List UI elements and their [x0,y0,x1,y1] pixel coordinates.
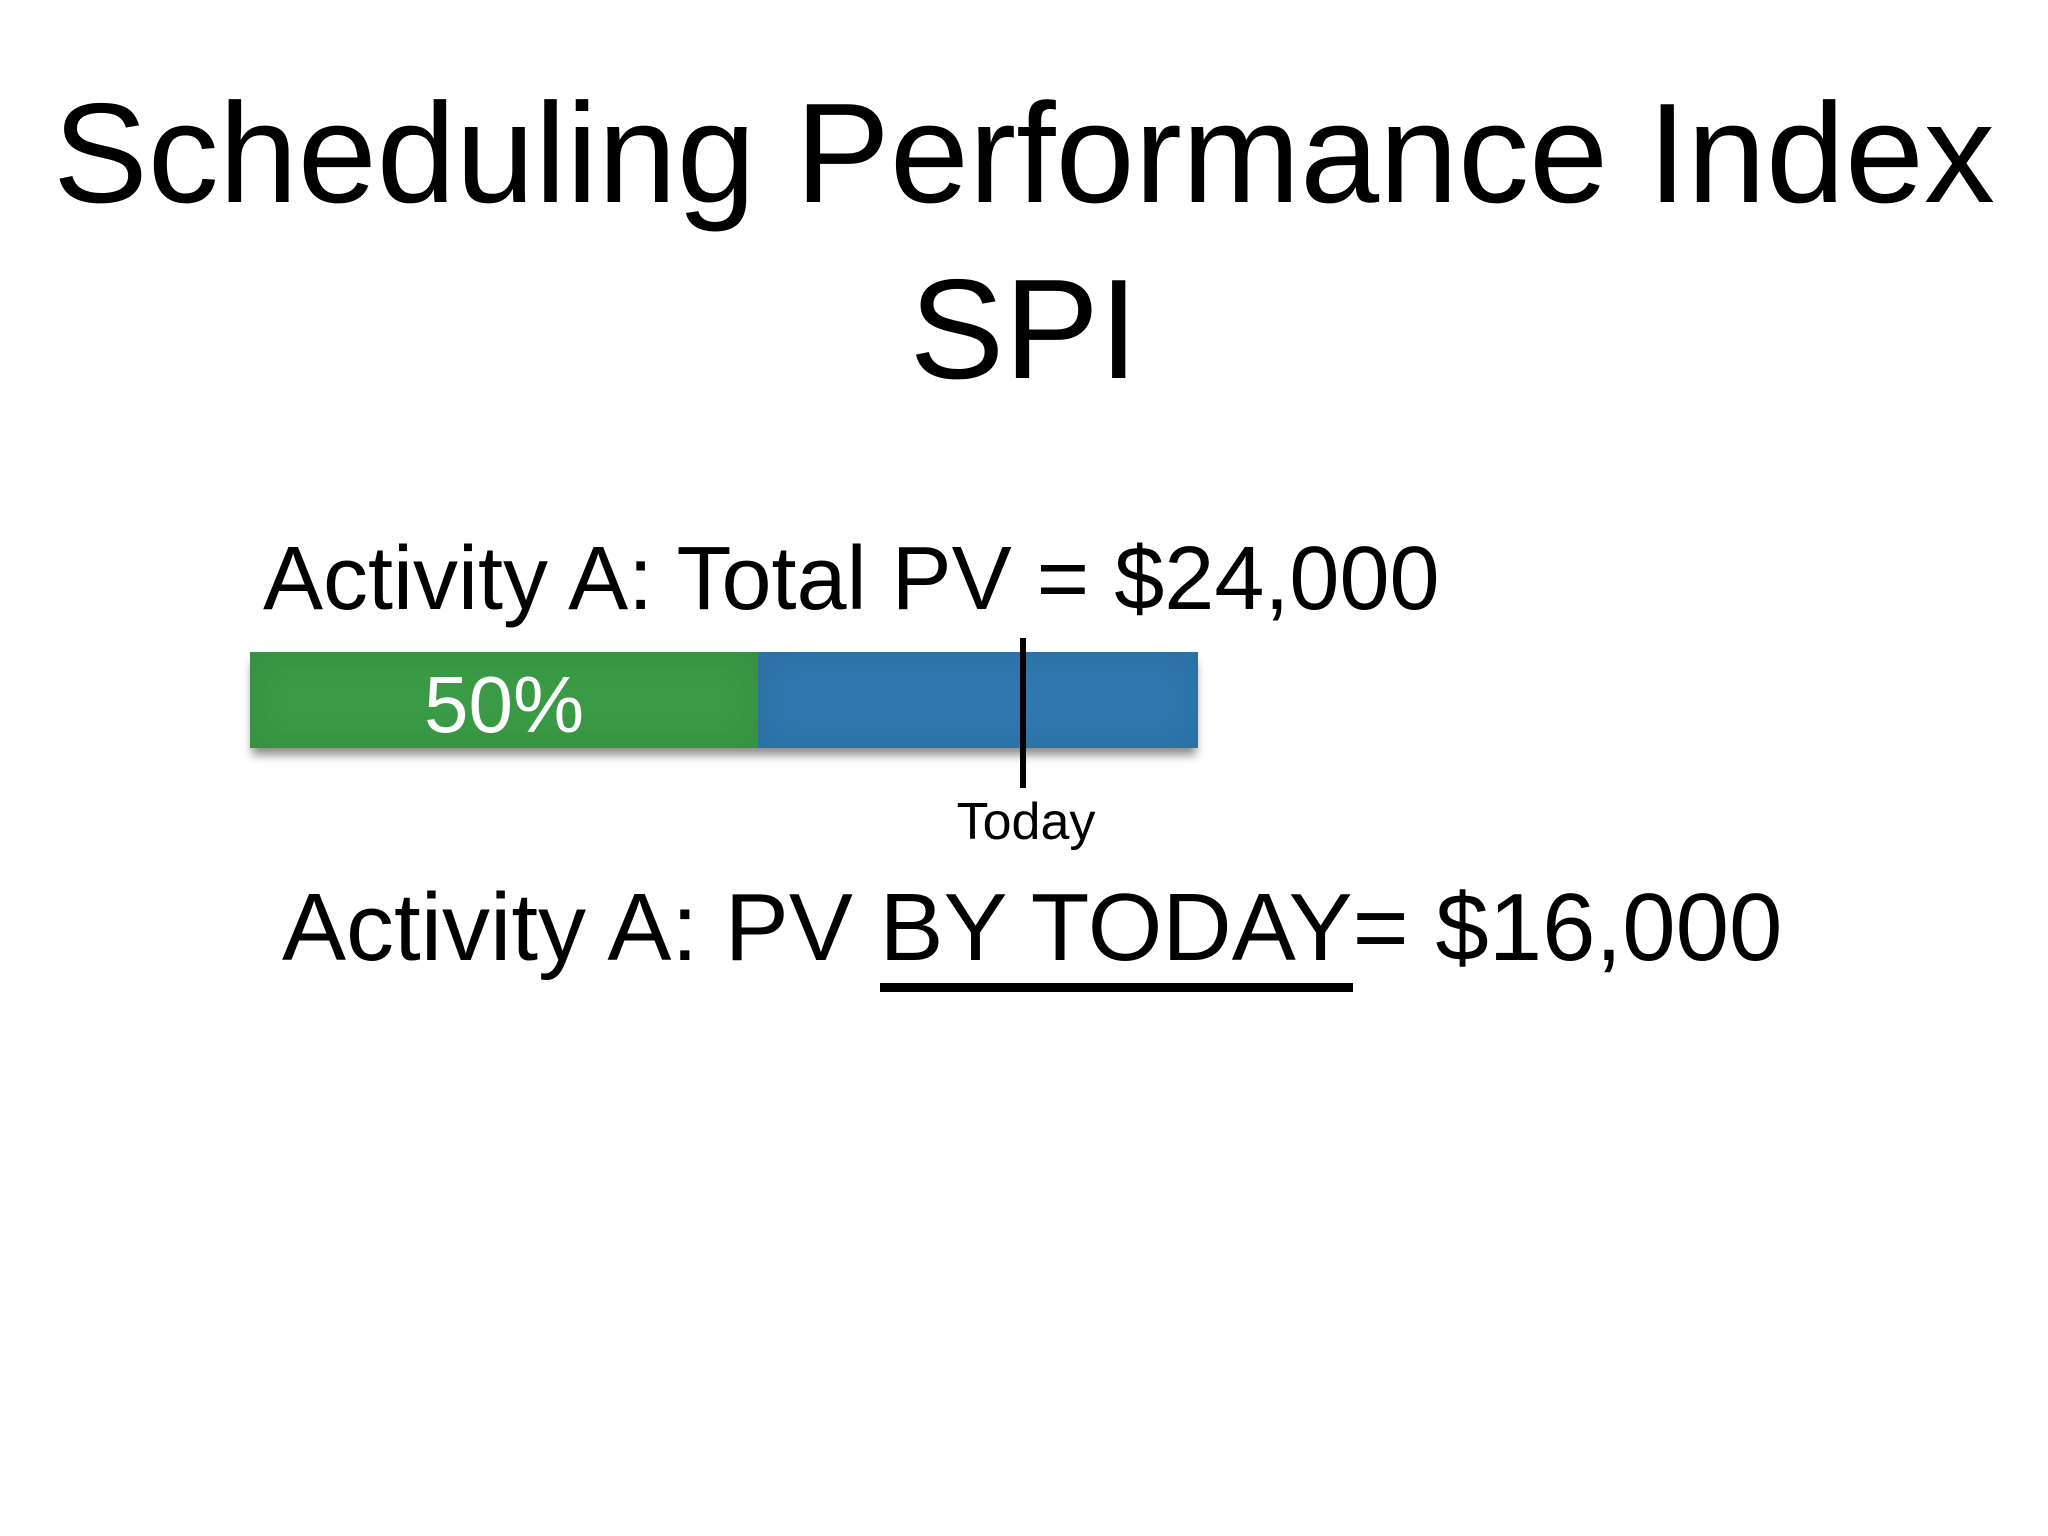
pv-by-today-underlined: BY TODAY [879,874,1353,992]
pv-by-today-before: Activity A: PV [282,874,880,981]
title-line-1: Scheduling Performance Index [53,74,1995,233]
pv-progress-bar: 50% [250,652,1198,748]
today-label: Today [956,793,1096,851]
today-marker-line [1020,638,1026,788]
pv-by-today-after: = $16,000 [1352,874,1783,981]
bar-complete-segment: 50% [250,652,759,749]
percent-complete-label: 50% [424,660,585,749]
pv-by-today-label: Activity A: PV BY TODAY= $16,000 [282,874,1782,992]
total-pv-label: Activity A: Total PV = $24,000 [263,529,1440,629]
page-title: Scheduling Performance Index SPI [0,66,2048,418]
title-line-2: SPI [909,250,1139,409]
bar-remaining-segment [758,652,1198,748]
